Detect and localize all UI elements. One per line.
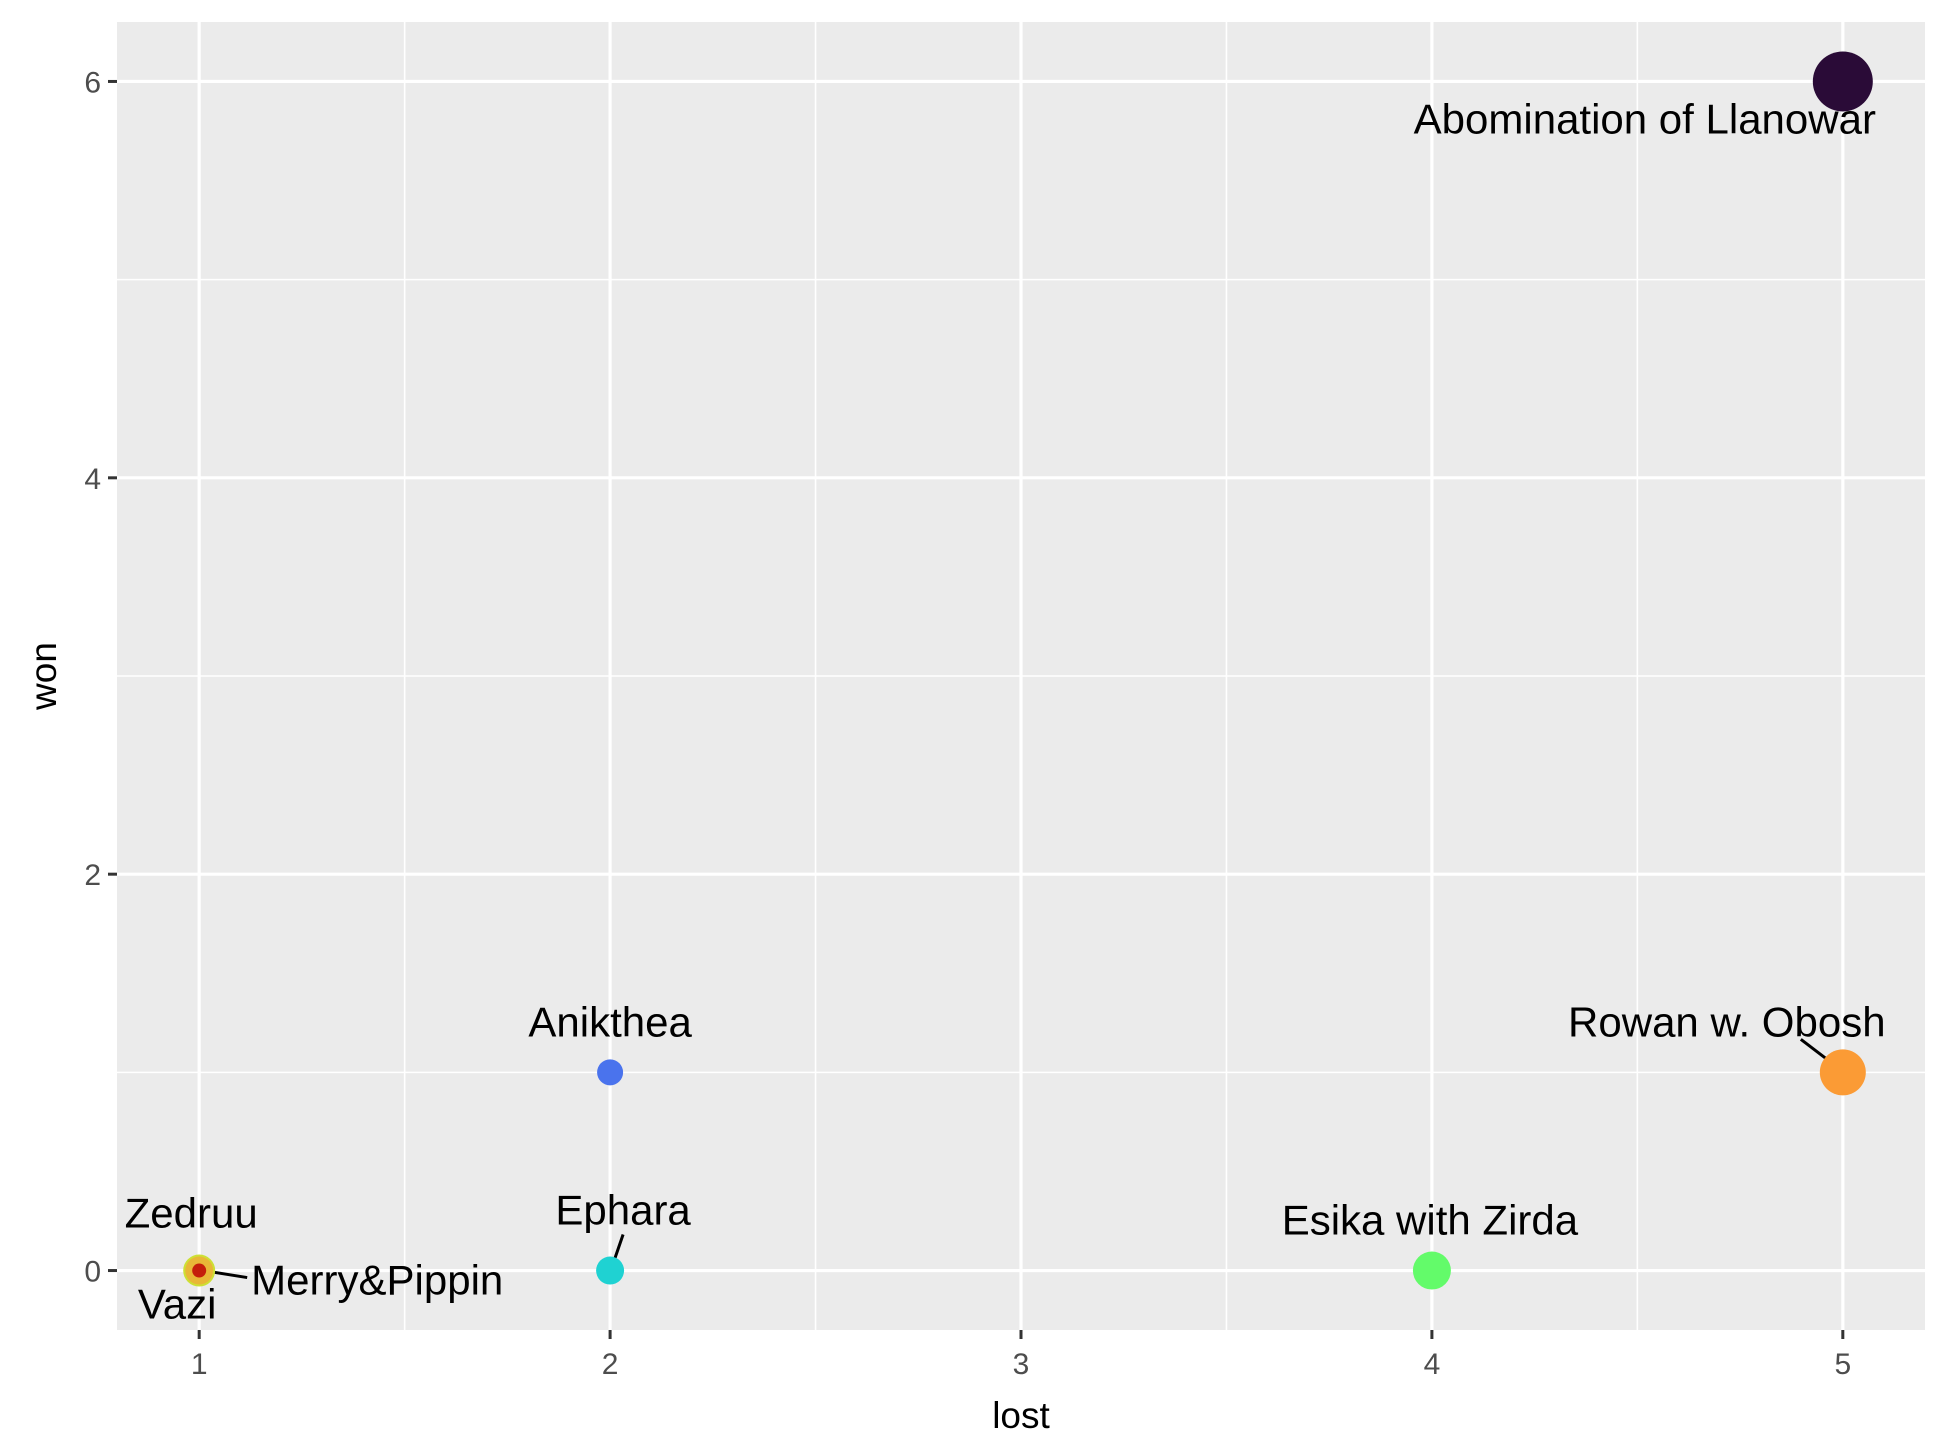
point-label: Zedruu bbox=[125, 1190, 258, 1237]
y-tick-label: 4 bbox=[84, 463, 101, 496]
point-label: Rowan w. Obosh bbox=[1568, 998, 1886, 1045]
x-axis: 1 2 3 4 5 bbox=[191, 1330, 1851, 1381]
y-tick-label: 2 bbox=[84, 859, 101, 892]
y-tick-label: 0 bbox=[84, 1256, 101, 1289]
data-point bbox=[1819, 1049, 1866, 1096]
data-point bbox=[1812, 51, 1873, 112]
major-gridlines bbox=[117, 22, 1925, 1330]
point-label: Esika with Zirda bbox=[1282, 1197, 1579, 1244]
y-tick-label: 6 bbox=[84, 66, 101, 99]
x-tick-label: 4 bbox=[1424, 1348, 1441, 1381]
x-axis-title: lost bbox=[992, 1395, 1050, 1436]
data-points bbox=[183, 51, 1873, 1290]
point-labels: Abomination of Llanowar Rowan w. Obosh Ani… bbox=[125, 95, 1886, 1327]
point-label: Merry&Pippin bbox=[251, 1257, 503, 1304]
x-tick-label: 2 bbox=[602, 1348, 619, 1381]
data-point bbox=[596, 1256, 625, 1285]
x-tick-label: 5 bbox=[1834, 1348, 1851, 1381]
y-axis: 0 2 4 6 bbox=[84, 66, 117, 1289]
point-label: Anikthea bbox=[528, 998, 692, 1045]
data-point bbox=[597, 1059, 624, 1086]
point-label: Vazi bbox=[138, 1281, 217, 1328]
x-tick-label: 3 bbox=[1013, 1348, 1030, 1381]
data-point bbox=[192, 1263, 207, 1278]
point-label: Ephara bbox=[555, 1187, 691, 1234]
point-label: Abomination of Llanowar bbox=[1414, 95, 1876, 142]
data-point bbox=[1412, 1251, 1451, 1290]
y-axis-title: won bbox=[23, 642, 64, 711]
x-tick-label: 1 bbox=[191, 1348, 208, 1381]
